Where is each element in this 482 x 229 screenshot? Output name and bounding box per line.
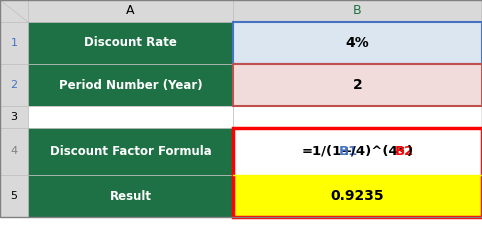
Bar <box>28 0 233 22</box>
Bar <box>0 128 28 175</box>
Bar <box>233 175 482 217</box>
Bar <box>233 106 482 128</box>
Text: ): ) <box>407 145 413 158</box>
Bar <box>233 64 482 106</box>
Bar <box>0 22 28 64</box>
Text: 2: 2 <box>353 78 362 92</box>
Text: 5: 5 <box>11 191 17 201</box>
Text: 2: 2 <box>11 80 17 90</box>
Text: 4: 4 <box>11 147 17 156</box>
Bar <box>233 0 482 22</box>
Text: 4%: 4% <box>346 36 369 50</box>
Text: 0.9235: 0.9235 <box>331 189 384 203</box>
Text: B: B <box>353 5 362 17</box>
Bar <box>0 106 28 128</box>
Bar <box>233 22 482 64</box>
Text: 1: 1 <box>11 38 17 48</box>
Bar <box>0 175 28 217</box>
Text: Result: Result <box>109 190 151 202</box>
Text: =1/(1+: =1/(1+ <box>302 145 353 158</box>
Text: B1: B1 <box>339 145 358 158</box>
Bar <box>28 128 233 175</box>
Bar <box>28 175 233 217</box>
Bar <box>28 22 233 64</box>
Bar <box>0 0 28 22</box>
Bar <box>233 22 482 64</box>
Bar <box>28 106 233 128</box>
Bar <box>233 64 482 106</box>
Bar <box>233 128 482 175</box>
Text: B2: B2 <box>395 145 414 158</box>
Bar <box>0 64 28 106</box>
Bar <box>233 128 482 217</box>
Text: /4)^(4*: /4)^(4* <box>351 145 405 158</box>
Bar <box>28 64 233 106</box>
Text: 3: 3 <box>11 112 17 122</box>
Text: Discount Factor Formula: Discount Factor Formula <box>50 145 212 158</box>
Text: Discount Rate: Discount Rate <box>84 36 177 49</box>
Text: Period Number (Year): Period Number (Year) <box>59 79 202 92</box>
Text: A: A <box>126 5 135 17</box>
